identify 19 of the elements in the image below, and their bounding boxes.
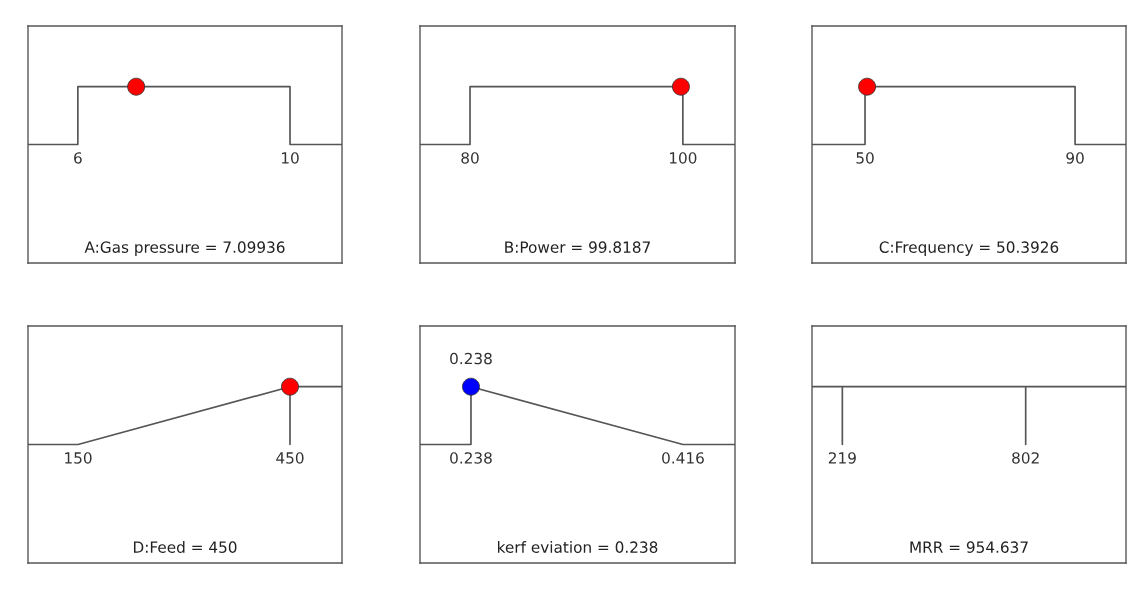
x-tick-label: 90 bbox=[1066, 152, 1084, 164]
x-tick-label: 0.416 bbox=[662, 452, 704, 464]
x-tick-label: 450 bbox=[276, 452, 304, 464]
x-tick-label: 100 bbox=[669, 152, 697, 164]
x-tick-label: 10 bbox=[281, 152, 299, 164]
x-axis-title: MRR = 954.637 bbox=[910, 541, 1028, 553]
x-tick-label: 219 bbox=[828, 452, 856, 464]
x-axis-title: B:Power = 99.8187 bbox=[505, 241, 650, 253]
x-axis-title: A:Gas pressure = 7.09936 bbox=[84, 241, 285, 256]
x-axis-title: kerf eviation = 0.238 bbox=[498, 541, 658, 553]
x-tick-label: 80 bbox=[461, 152, 479, 164]
x-axis-title: C:Frequency = 50.3926 bbox=[879, 241, 1059, 256]
annotation: 0.238 bbox=[450, 352, 492, 365]
x-tick-label: 0.238 bbox=[450, 452, 492, 464]
x-tick-label: 50 bbox=[856, 152, 874, 164]
x-tick-label: 6 bbox=[74, 152, 82, 164]
x-tick-label: 802 bbox=[1012, 452, 1039, 464]
x-axis-title: D:Feed = 450 bbox=[133, 541, 237, 553]
x-tick-label: 150 bbox=[65, 452, 92, 464]
